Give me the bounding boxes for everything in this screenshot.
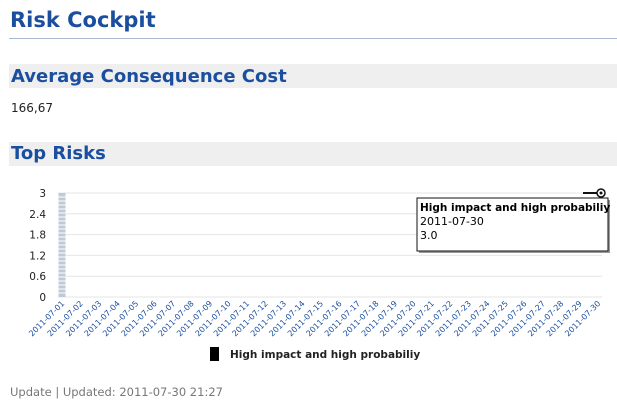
tooltip-value: 3.0 [420,229,438,242]
update-link[interactable]: Update [10,385,52,399]
y-tick-label: 0.6 [29,271,46,283]
y-tick-label: 1.2 [29,250,46,262]
page-title: Risk Cockpit [10,8,156,32]
tooltip-date: 2011-07-30 [420,215,484,228]
legend-label: High impact and high probabiliy [230,349,420,361]
footer-separator: | [55,385,60,399]
title-divider [9,38,617,39]
legend-item[interactable]: High impact and high probabiliy [210,347,420,361]
tooltip-series-name: High impact and high probabiliy [420,202,610,214]
selected-point-dot [599,191,603,195]
updated-timestamp: Updated: 2011-07-30 21:27 [62,385,223,399]
tooltip-box [416,197,609,252]
chart-bar[interactable] [58,193,66,297]
section-title-average-cost: Average Consequence Cost [11,66,287,87]
top-risks-chart: 32.41.81.20.60 2011-07-012011-07-022011-… [27,188,610,361]
section-title-top-risks: Top Risks [11,143,106,164]
section-bar-top-risks [9,142,617,166]
y-tick-label: 3 [39,188,46,200]
y-tick-label: 0 [39,292,46,304]
legend-swatch [210,347,219,361]
y-tick-label: 2.4 [29,209,46,221]
average-cost-value: 166,67 [11,101,53,115]
footer: Update | Updated: 2011-07-30 21:27 [10,385,223,399]
section-bar-average-cost [9,64,617,88]
y-tick-label: 1.8 [29,230,46,242]
